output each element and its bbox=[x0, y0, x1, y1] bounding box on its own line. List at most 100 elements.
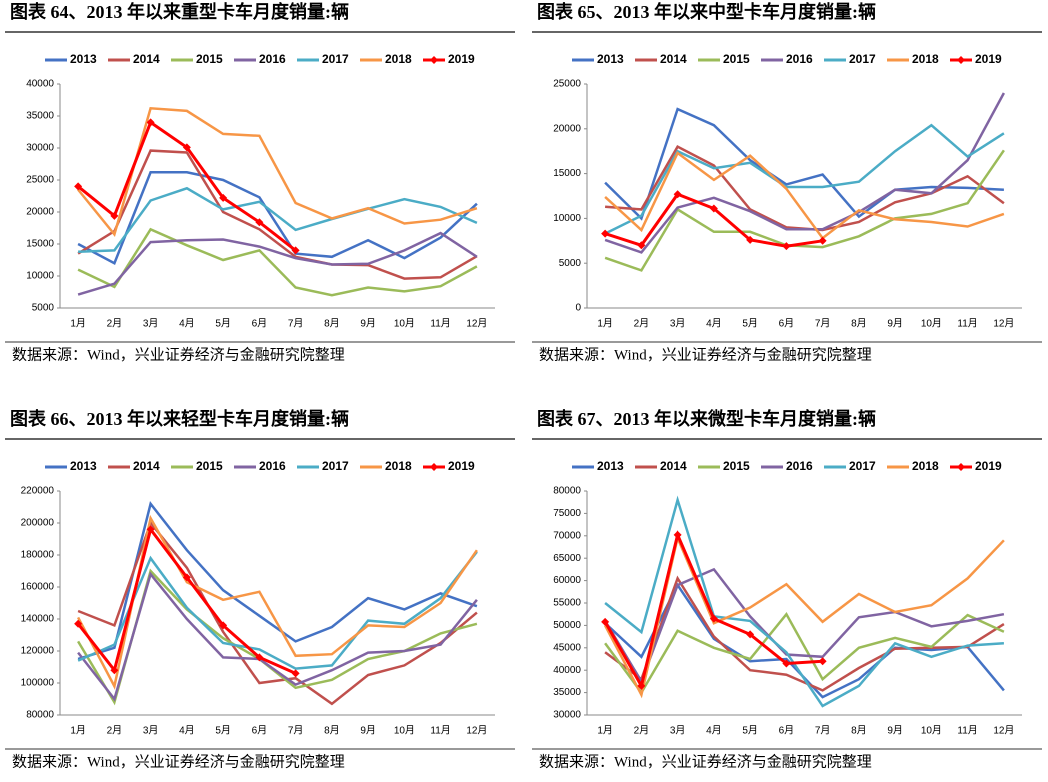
point-marker bbox=[637, 681, 646, 690]
panel-title: 图表 64、2013 年以来重型卡车月度销量:辆 bbox=[10, 1, 349, 22]
legend-label: 2019 bbox=[975, 459, 1002, 473]
legend-label: 2013 bbox=[597, 52, 624, 66]
x-tick-label: 6月 bbox=[252, 725, 268, 737]
y-tick-label: 140000 bbox=[21, 614, 55, 625]
x-tick-label: 8月 bbox=[851, 725, 867, 737]
point-marker bbox=[255, 653, 264, 662]
y-tick-label: 35000 bbox=[26, 111, 54, 122]
point-marker bbox=[601, 617, 610, 626]
y-tick-label: 0 bbox=[575, 303, 581, 314]
series-line bbox=[604, 611, 1005, 695]
point-marker bbox=[782, 659, 791, 668]
y-tick-label: 160000 bbox=[21, 582, 55, 593]
legend-label: 2019 bbox=[448, 52, 475, 66]
x-tick-label: 3月 bbox=[143, 318, 159, 330]
point-marker bbox=[709, 614, 718, 623]
x-tick-label: 4月 bbox=[179, 318, 195, 330]
x-tick-label: 4月 bbox=[706, 725, 722, 737]
legend-label: 2013 bbox=[70, 459, 97, 473]
y-tick-label: 10000 bbox=[553, 213, 581, 224]
x-tick-label: 10月 bbox=[921, 318, 942, 330]
series-line bbox=[604, 495, 1004, 708]
point-marker bbox=[782, 242, 791, 251]
legend-label: 2018 bbox=[385, 459, 412, 473]
legend-label: 2018 bbox=[385, 52, 412, 66]
source-note: 数据来源：Wind，兴业证券经济与金融研究院整理 bbox=[539, 345, 872, 363]
series-line bbox=[76, 514, 478, 690]
point-marker bbox=[74, 182, 83, 191]
legend-marker bbox=[957, 463, 965, 471]
point-marker bbox=[291, 669, 300, 678]
panel-title: 图表 65、2013 年以来中型卡车月度销量:辆 bbox=[537, 1, 876, 22]
legend-label: 2014 bbox=[133, 459, 160, 473]
y-tick-label: 15000 bbox=[553, 168, 581, 179]
series-line bbox=[77, 501, 478, 661]
y-tick-label: 55000 bbox=[553, 598, 581, 609]
series-line bbox=[77, 149, 478, 280]
legend-marker bbox=[430, 56, 438, 64]
x-tick-label: 10月 bbox=[921, 725, 942, 737]
x-tick-label: 1月 bbox=[70, 318, 86, 330]
x-tick-label: 5月 bbox=[215, 318, 231, 330]
legend-label: 2017 bbox=[322, 52, 349, 66]
x-tick-label: 6月 bbox=[779, 725, 795, 737]
panel-title: 图表 67、2013 年以来微型卡车月度销量:辆 bbox=[537, 408, 876, 429]
series-line bbox=[78, 186, 478, 253]
point-marker bbox=[146, 525, 155, 534]
point-marker bbox=[818, 657, 827, 666]
legend-label: 2015 bbox=[196, 459, 223, 473]
x-tick-label: 1月 bbox=[70, 725, 86, 737]
point-marker bbox=[673, 190, 682, 199]
series-line bbox=[77, 227, 478, 297]
series-line bbox=[77, 231, 478, 296]
x-tick-label: 7月 bbox=[288, 318, 304, 330]
legend-label: 2013 bbox=[70, 52, 97, 66]
series-line bbox=[604, 151, 1005, 240]
x-tick-label: 2月 bbox=[107, 318, 123, 330]
y-tick-label: 75000 bbox=[553, 508, 581, 519]
y-tick-label: 30000 bbox=[553, 710, 581, 721]
legend-label: 2013 bbox=[597, 459, 624, 473]
x-tick-label: 2月 bbox=[107, 725, 123, 737]
x-tick-label: 11月 bbox=[430, 318, 450, 330]
series-line bbox=[604, 567, 1005, 685]
legend-label: 2017 bbox=[849, 459, 876, 473]
series-line bbox=[604, 575, 1005, 692]
y-tick-label: 25000 bbox=[26, 175, 54, 186]
x-tick-label: 3月 bbox=[143, 725, 159, 737]
x-tick-label: 9月 bbox=[887, 318, 903, 330]
legend-label: 2017 bbox=[322, 459, 349, 473]
legend-label: 2014 bbox=[133, 52, 160, 66]
x-tick-label: 11月 bbox=[430, 725, 450, 737]
y-tick-label: 60000 bbox=[553, 575, 581, 586]
point-marker bbox=[110, 211, 119, 220]
x-tick-label: 8月 bbox=[851, 318, 867, 330]
point-marker bbox=[709, 204, 718, 213]
x-tick-label: 5月 bbox=[742, 318, 758, 330]
x-tick-label: 12月 bbox=[466, 318, 487, 330]
y-tick-label: 15000 bbox=[26, 239, 54, 250]
x-tick-label: 10月 bbox=[394, 725, 415, 737]
y-tick-label: 220000 bbox=[21, 486, 55, 497]
series-line bbox=[604, 107, 1004, 221]
x-tick-label: 9月 bbox=[360, 318, 376, 330]
x-tick-label: 4月 bbox=[179, 725, 195, 737]
panel-title: 图表 66、2013 年以来轻型卡车月度销量:辆 bbox=[10, 408, 349, 429]
x-tick-label: 12月 bbox=[993, 725, 1014, 737]
legend-label: 2014 bbox=[660, 52, 687, 66]
series-line bbox=[604, 92, 1005, 254]
x-tick-label: 7月 bbox=[815, 725, 831, 737]
x-tick-label: 12月 bbox=[993, 318, 1014, 330]
x-tick-label: 8月 bbox=[324, 725, 340, 737]
series-line bbox=[77, 520, 478, 706]
x-tick-label: 5月 bbox=[742, 725, 758, 737]
series-line bbox=[604, 149, 1005, 272]
x-tick-label: 5月 bbox=[215, 725, 231, 737]
y-tick-label: 25000 bbox=[553, 79, 581, 90]
series-line bbox=[605, 145, 1005, 232]
x-tick-label: 11月 bbox=[957, 318, 977, 330]
y-tick-label: 5000 bbox=[32, 303, 55, 314]
y-tick-label: 30000 bbox=[26, 143, 54, 154]
point-marker bbox=[219, 621, 228, 630]
